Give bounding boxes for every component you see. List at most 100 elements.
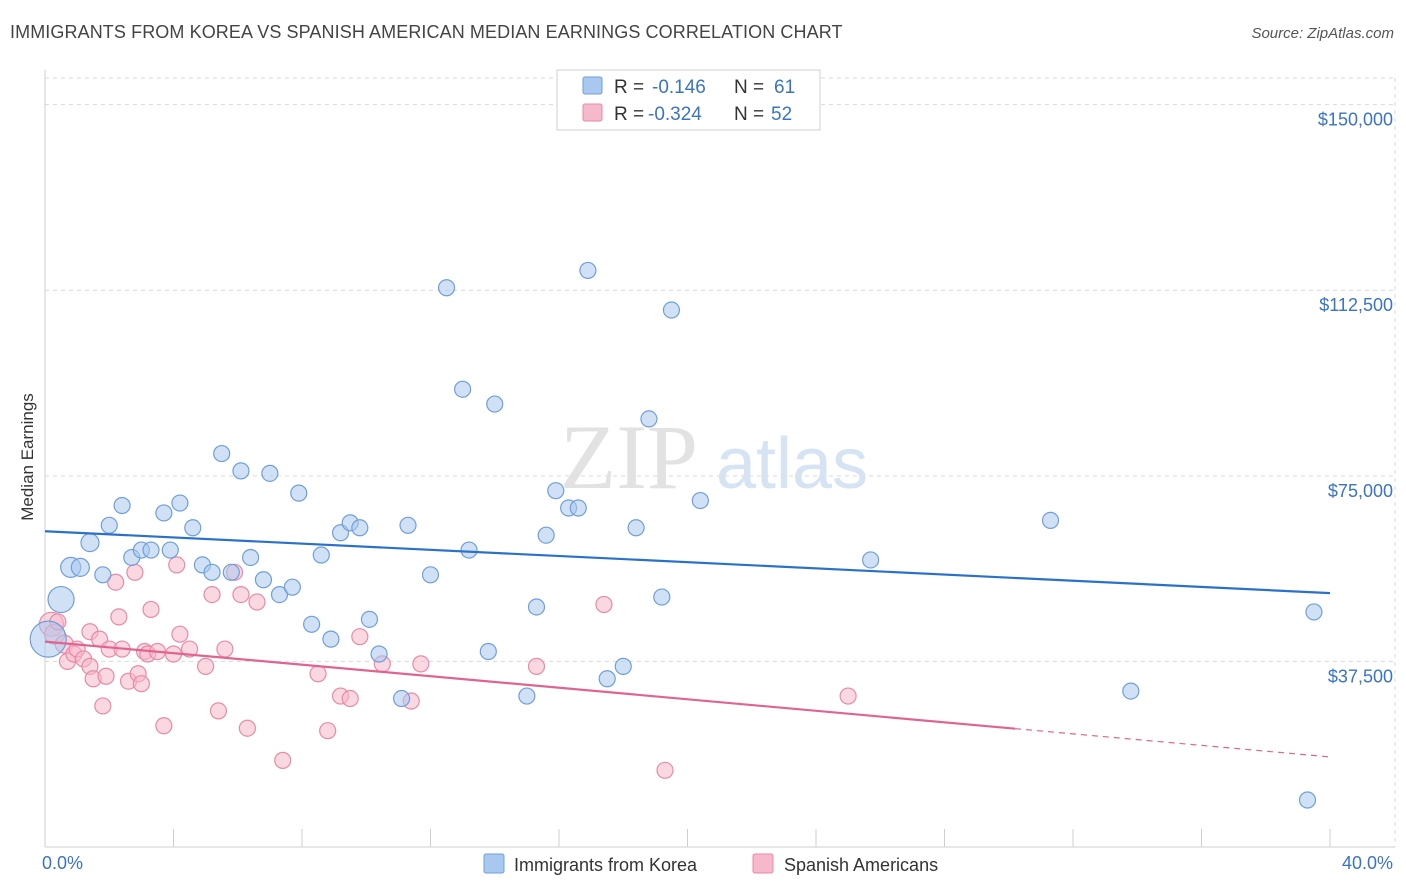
korea-point: [47, 585, 75, 614]
korea-point: [547, 482, 565, 500]
spanish-point: [351, 628, 369, 646]
legend-swatch-blue: [582, 76, 603, 95]
x-tick-label-max: 40.0%: [1342, 853, 1393, 873]
spanish-point: [142, 600, 160, 619]
korea-point: [1298, 791, 1317, 809]
korea-point: [627, 519, 645, 537]
korea-point: [100, 516, 118, 534]
korea-point: [437, 279, 456, 297]
korea-point: [579, 261, 597, 280]
y-tick-label: $112,500: [1319, 295, 1393, 315]
legend-n-value-1: 52: [771, 104, 792, 125]
korea-point: [1305, 603, 1323, 621]
spanish-point: [209, 702, 228, 720]
korea-point: [203, 563, 221, 581]
spanish-point: [319, 722, 337, 740]
korea-point: [322, 630, 340, 648]
korea-point: [80, 533, 100, 553]
spanish-point: [110, 608, 128, 626]
spanish-point: [341, 689, 359, 708]
axes-layer: $37,500 $75,000 $112,500 $150,000 0.0% 40.0%: [42, 70, 1395, 873]
legend-bottom-label-spanish: Spanish Americans: [784, 855, 938, 875]
spanish-point: [309, 665, 327, 683]
source-label: Source: ZipAtlas.com: [1251, 25, 1394, 42]
korea-point: [1122, 682, 1140, 700]
korea-point: [569, 499, 587, 517]
korea-point: [242, 548, 260, 567]
korea-point: [261, 464, 279, 482]
trend-layer: [44, 530, 1331, 758]
y-axis-label: Median Earnings: [18, 393, 37, 521]
legend-top: R = -0.146 N = 61 R = -0.324 N = 52: [556, 69, 821, 131]
watermark-atlas: atlas: [716, 424, 868, 504]
korea-point: [537, 526, 555, 544]
korea-point: [94, 566, 112, 584]
korea-point: [171, 494, 189, 512]
legend-n-label-1: N =: [734, 104, 764, 125]
spanish-trend-line: [44, 640, 1016, 730]
korea-point: [399, 516, 417, 534]
korea-point: [283, 578, 301, 596]
korea-point: [142, 541, 160, 559]
korea-point: [527, 598, 546, 616]
korea-point: [421, 566, 440, 584]
spanish-point: [155, 717, 173, 735]
y-tick-label: $75,000: [1328, 481, 1393, 501]
korea-point: [486, 395, 504, 413]
watermark-zip: ZIP: [560, 406, 698, 508]
spanish-point: [203, 585, 221, 604]
watermark: ZIP atlas: [560, 406, 868, 508]
korea-point: [662, 301, 681, 319]
spanish-point: [94, 697, 112, 715]
chart-title: IMMIGRANTS FROM KOREA VS SPANISH AMERICA…: [10, 22, 843, 42]
y-tick-label: $37,500: [1328, 666, 1393, 686]
korea-point: [270, 585, 289, 604]
legend-n-value-0: 61: [774, 77, 795, 98]
legend-r-value-1: -0.324: [648, 104, 702, 125]
korea-point: [213, 444, 231, 463]
spanish-point: [126, 563, 144, 581]
korea-point: [232, 462, 250, 480]
spanish-point: [839, 687, 857, 705]
spanish-point: [595, 595, 613, 614]
korea-point: [161, 541, 179, 559]
legend-r-label-1: R =: [614, 104, 644, 125]
spanish-point: [107, 573, 125, 591]
spanish-point: [248, 593, 266, 611]
spanish-point: [238, 719, 256, 737]
legend-bottom-label-korea: Immigrants from Korea: [514, 855, 698, 875]
korea-point: [70, 557, 90, 577]
spanish-trend-extension: [1015, 728, 1331, 758]
korea-point: [479, 642, 497, 661]
korea-point: [370, 645, 388, 663]
spanish-point: [180, 640, 199, 658]
spanish-point: [168, 556, 186, 574]
spanish-point: [232, 585, 250, 604]
korea-point: [691, 491, 709, 510]
korea-point: [598, 670, 616, 688]
legend-bottom-swatch-pink: [752, 853, 774, 874]
korea-point: [290, 484, 308, 502]
spanish-point: [97, 667, 115, 685]
korea-point: [312, 546, 330, 564]
legend-r-value-0: -0.146: [652, 77, 706, 98]
korea-point: [303, 615, 321, 633]
spanish-point: [171, 625, 189, 643]
spanish-point: [412, 655, 430, 673]
korea-point: [351, 519, 369, 537]
legend-r-label-0: R =: [614, 77, 644, 98]
korea-point: [653, 588, 671, 606]
korea-point: [518, 687, 536, 705]
legend-n-label-0: N =: [734, 77, 764, 98]
legend-swatch-pink: [582, 103, 603, 122]
korea-point: [222, 563, 240, 581]
spanish-point: [656, 761, 674, 779]
korea-point: [614, 657, 632, 675]
korea-trend-line: [44, 530, 1331, 595]
korea-point: [29, 620, 67, 658]
spanish-point: [216, 640, 234, 658]
korea-point: [392, 689, 411, 708]
korea-point: [1041, 511, 1060, 529]
spanish-point: [274, 751, 292, 769]
